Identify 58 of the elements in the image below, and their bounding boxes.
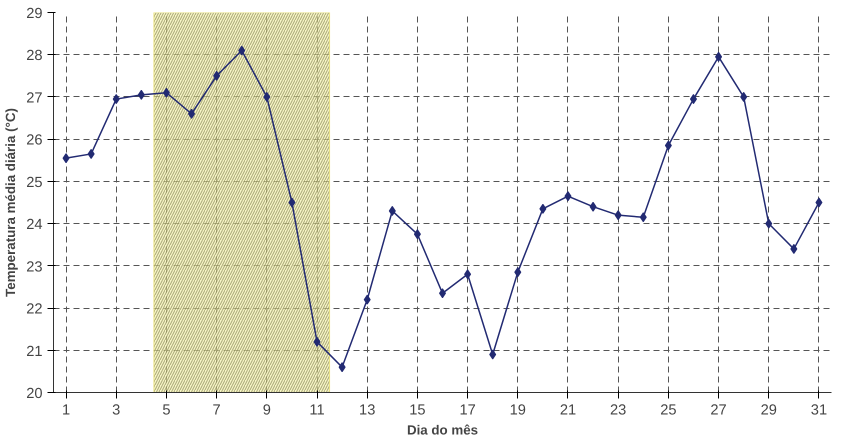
- point: [614, 210, 622, 220]
- point: [564, 191, 572, 202]
- x-tick-label: 9: [262, 402, 271, 418]
- point: [263, 92, 270, 102]
- x-tick-label: 13: [359, 402, 376, 418]
- point: [338, 362, 346, 372]
- y-tick-label: 21: [26, 344, 43, 360]
- y-tick-label: 24: [26, 217, 43, 234]
- y-tick-label: 28: [26, 48, 43, 64]
- point: [112, 94, 120, 104]
- x-tick-label: 7: [212, 402, 221, 418]
- point: [790, 244, 798, 254]
- point: [539, 204, 546, 214]
- y-tick-label: 26: [26, 132, 43, 149]
- point: [590, 202, 597, 212]
- point: [514, 267, 522, 278]
- point: [815, 198, 822, 208]
- y-tick-label: 29: [26, 6, 43, 22]
- x-tick-label: 19: [510, 402, 526, 418]
- y-tick-label: 27: [26, 90, 43, 106]
- x-tick-label: 1: [62, 402, 70, 418]
- point: [388, 206, 396, 216]
- point: [288, 198, 296, 208]
- y-tick-label: 20: [26, 386, 43, 402]
- point: [765, 218, 772, 229]
- point: [740, 92, 748, 102]
- y-axis-title: Temperatura média diária (°C): [3, 108, 18, 297]
- point: [489, 350, 496, 360]
- point: [414, 229, 421, 240]
- point: [213, 70, 220, 81]
- point: [188, 108, 196, 119]
- y-tick-label: 25: [26, 174, 43, 191]
- point: [364, 294, 371, 305]
- point: [715, 52, 722, 62]
- x-tick-label: 11: [309, 402, 325, 418]
- x-tick-label: 17: [459, 402, 476, 418]
- point: [664, 140, 672, 150]
- point: [62, 153, 70, 164]
- point: [314, 336, 321, 347]
- x-tick-label: 31: [810, 402, 828, 418]
- x-tick-label: 21: [560, 402, 576, 418]
- point: [162, 88, 170, 98]
- x-tick-label: 5: [162, 402, 171, 418]
- x-tick-label: 29: [760, 402, 777, 418]
- point: [138, 90, 145, 100]
- x-tick-label: 23: [610, 402, 626, 418]
- point: [238, 46, 246, 56]
- point: [88, 148, 95, 159]
- point: [690, 94, 697, 104]
- x-tick-label: 25: [660, 402, 677, 418]
- y-tick-label: 22: [26, 302, 43, 318]
- y-tick-label: 23: [26, 259, 43, 276]
- point: [640, 212, 647, 222]
- x-tick-label: 3: [112, 402, 120, 418]
- point: [464, 269, 472, 280]
- x-tick-label: 15: [409, 402, 426, 418]
- x-axis-title: Dia do mês: [406, 422, 478, 438]
- x-tick-label: 27: [710, 402, 727, 418]
